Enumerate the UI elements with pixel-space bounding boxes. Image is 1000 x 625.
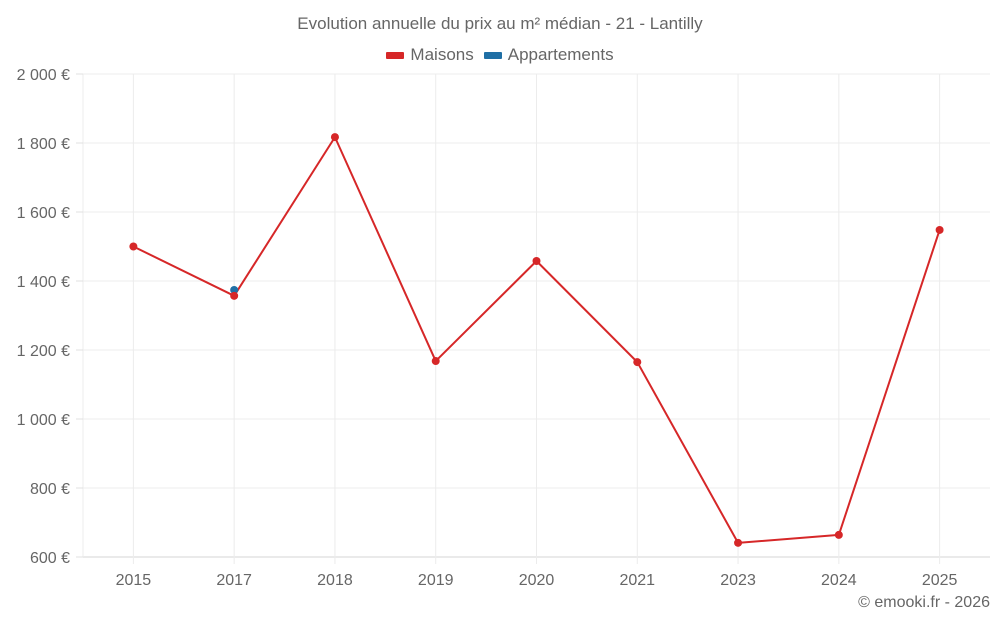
y-tick-label: 2 000 € bbox=[17, 67, 70, 84]
y-axis: 600 € 800 € 1 000 € 1 200 € 1 400 € 1 600 € 1 … bbox=[17, 67, 83, 567]
data-point-maisons[interactable] bbox=[834, 530, 843, 539]
x-tick-label: 2025 bbox=[922, 572, 958, 589]
chart-legend: Maisons Appartements bbox=[0, 45, 1000, 65]
data-point-maisons[interactable] bbox=[532, 256, 541, 265]
x-tick-label: 2019 bbox=[418, 572, 454, 589]
copyright-credit: © emooki.fr - 2026 bbox=[858, 594, 990, 611]
y-tick-label: 1 600 € bbox=[17, 205, 70, 222]
x-tick-label: 2020 bbox=[519, 572, 555, 589]
x-tick-label: 2018 bbox=[317, 572, 353, 589]
x-tick-label: 2023 bbox=[720, 572, 756, 589]
legend-item-appartements[interactable]: Appartements bbox=[483, 45, 614, 65]
data-series bbox=[129, 133, 944, 547]
appartements-swatch-icon bbox=[483, 51, 502, 59]
x-tick-label: 2015 bbox=[116, 572, 152, 589]
x-tick-label: 2017 bbox=[216, 572, 252, 589]
data-point-maisons[interactable] bbox=[230, 291, 239, 300]
y-tick-label: 1 000 € bbox=[17, 412, 70, 429]
y-tick-label: 1 400 € bbox=[17, 274, 70, 291]
data-point-maisons[interactable] bbox=[431, 357, 440, 366]
legend-label-appartements: Appartements bbox=[507, 45, 614, 64]
legend-item-maisons[interactable]: Maisons bbox=[386, 45, 474, 65]
data-point-maisons[interactable] bbox=[330, 133, 339, 142]
y-tick-label: 1 800 € bbox=[17, 136, 70, 153]
data-point-maisons[interactable] bbox=[129, 242, 138, 251]
grid-lines bbox=[82, 73, 990, 564]
data-point-maisons[interactable] bbox=[633, 358, 642, 367]
data-point-appartements[interactable] bbox=[230, 285, 239, 294]
data-point-maisons[interactable] bbox=[734, 538, 743, 547]
y-tick-label: 600 € bbox=[30, 550, 70, 567]
maisons-swatch-icon bbox=[386, 51, 405, 59]
legend-label-maisons: Maisons bbox=[410, 45, 474, 64]
x-tick-label: 2021 bbox=[619, 572, 655, 589]
y-tick-label: 1 200 € bbox=[17, 343, 70, 360]
x-tick-label: 2024 bbox=[821, 572, 857, 589]
y-tick-label: 800 € bbox=[30, 481, 70, 498]
chart-title: Evolution annuelle du prix au m² médian … bbox=[297, 14, 703, 33]
x-axis: 2015 2017 2018 2019 2020 2021 2023 2024 2025 bbox=[116, 572, 958, 589]
data-point-maisons[interactable] bbox=[935, 225, 944, 234]
